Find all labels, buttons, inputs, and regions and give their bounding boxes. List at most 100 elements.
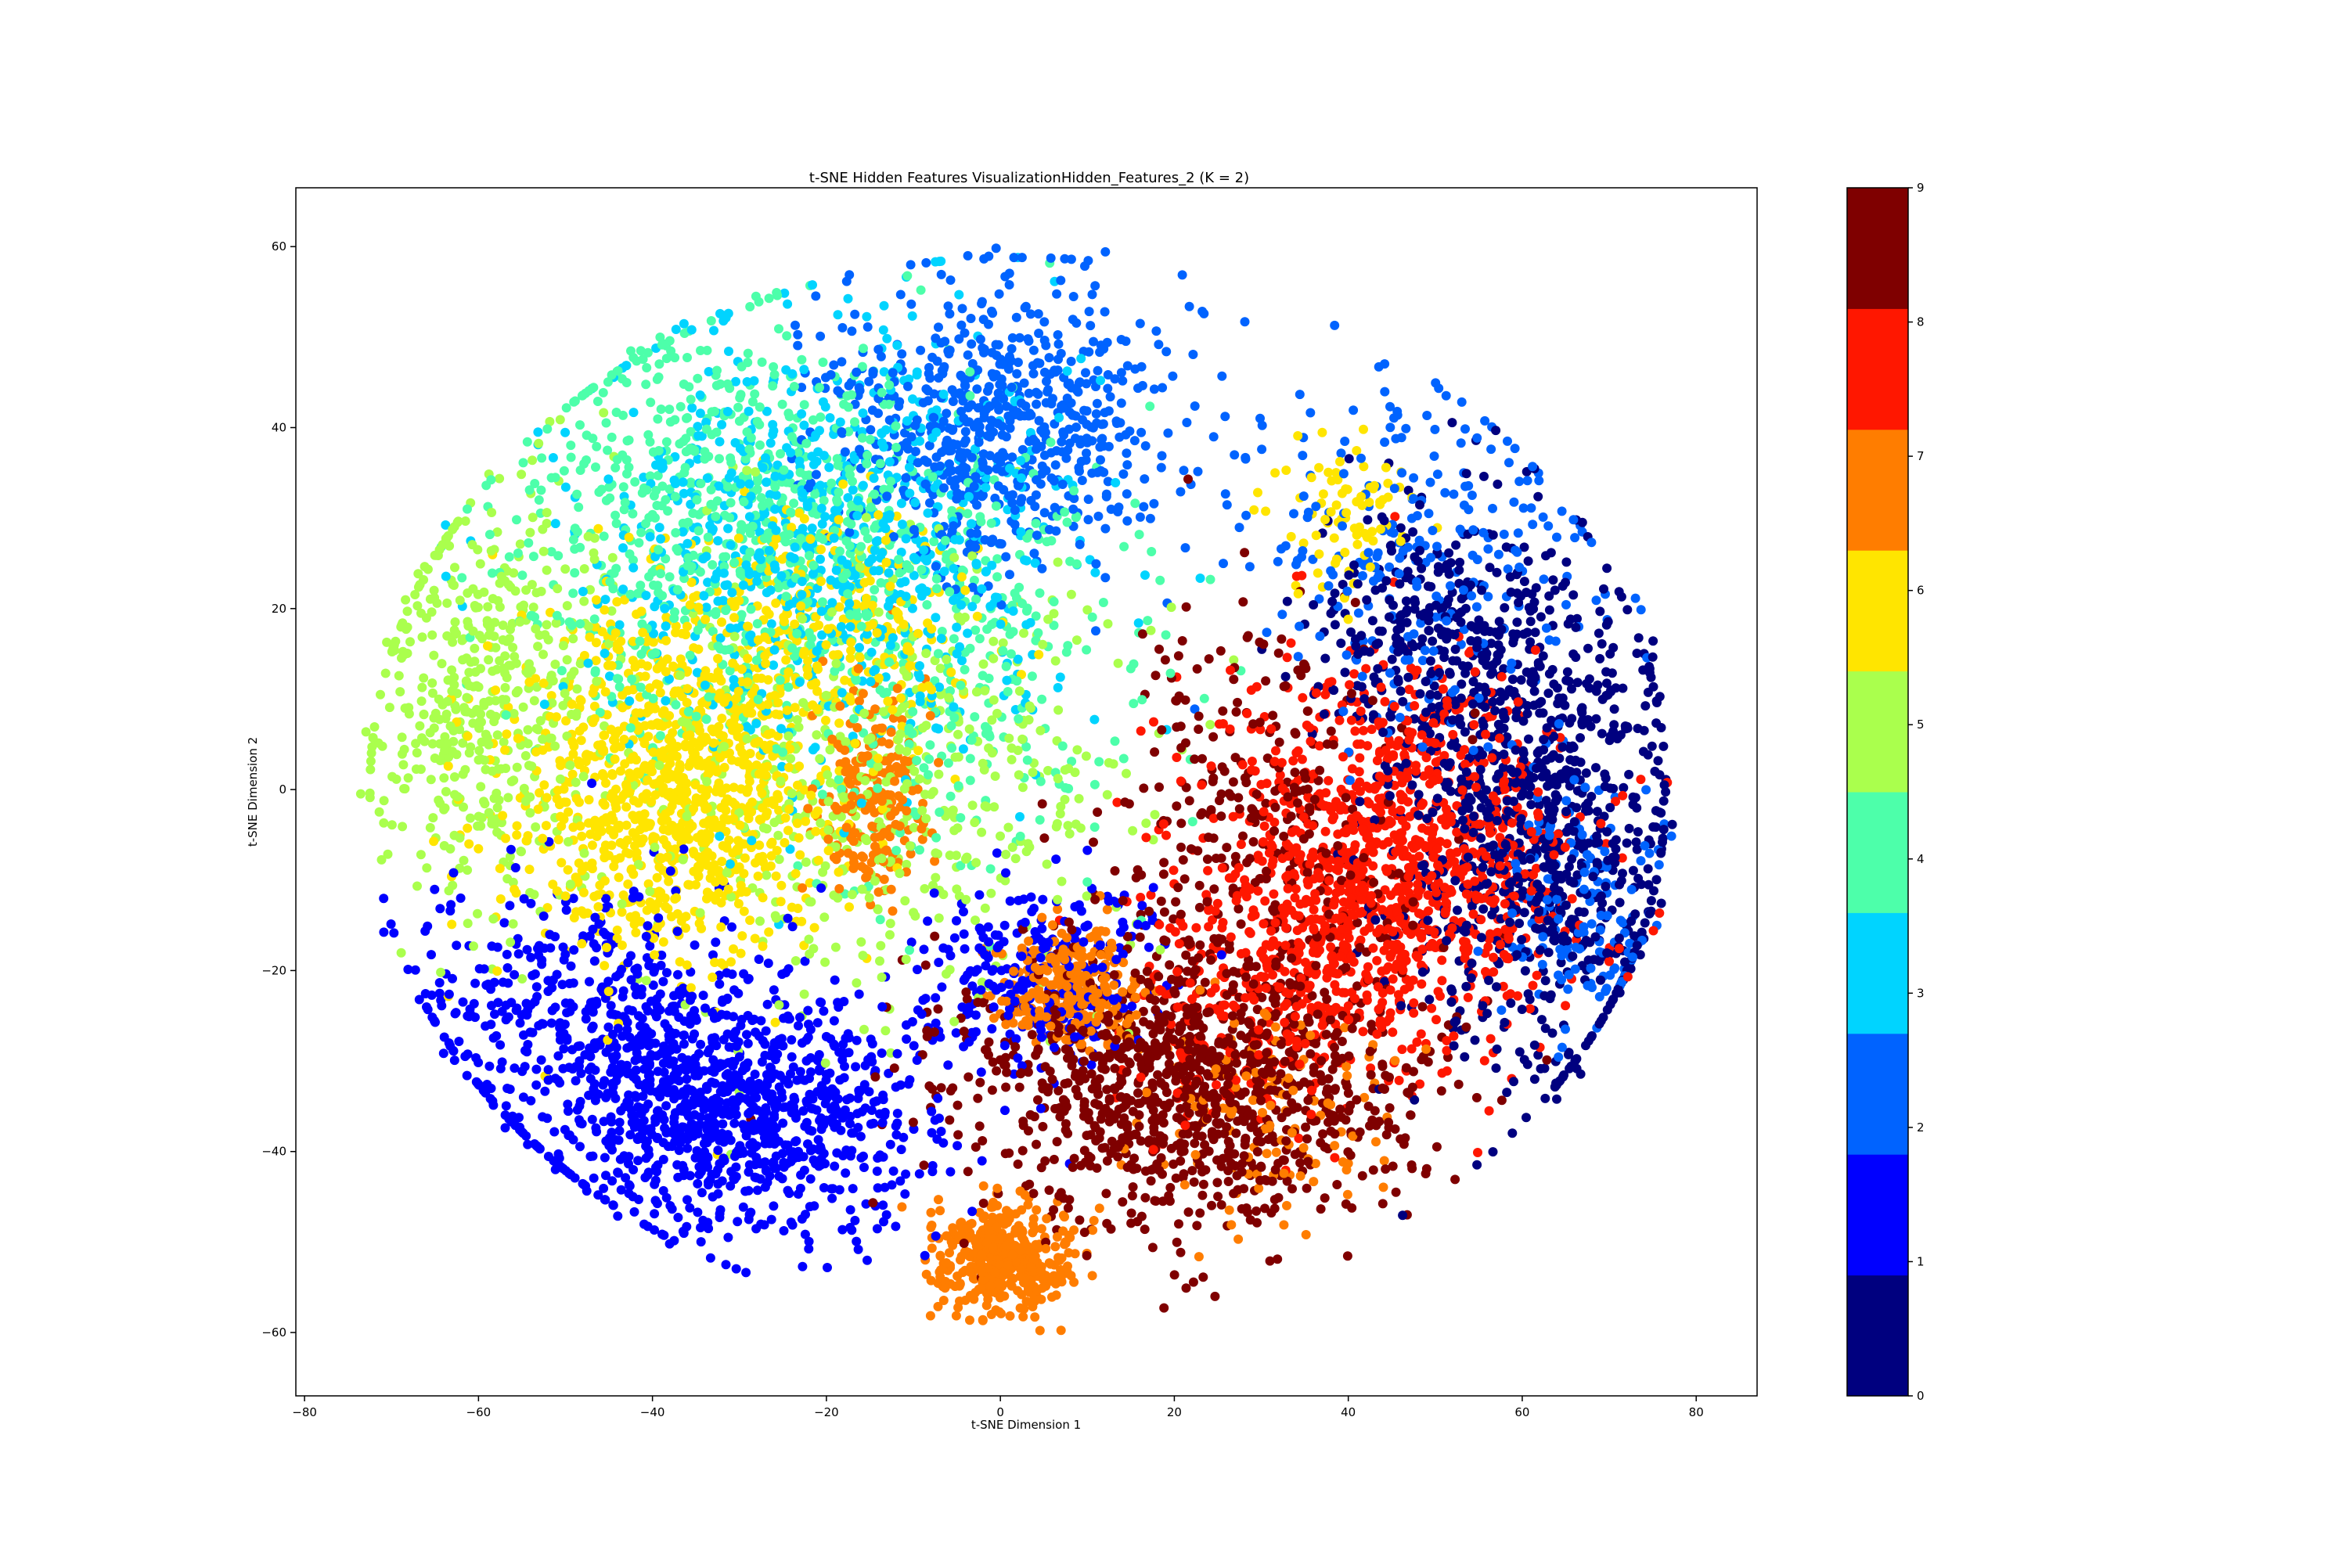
scatter-point <box>875 915 885 925</box>
scatter-point <box>1208 915 1217 925</box>
scatter-point <box>1394 1075 1404 1085</box>
scatter-point <box>919 763 929 773</box>
scatter-point <box>1414 535 1424 545</box>
scatter-point <box>1576 733 1585 743</box>
scatter-point <box>1538 512 1548 522</box>
scatter-point <box>793 340 803 351</box>
scatter-point <box>1591 595 1601 606</box>
scatter-point <box>1390 1056 1400 1066</box>
scatter-point <box>654 359 664 369</box>
scatter-point <box>686 325 697 335</box>
scatter-point <box>1277 634 1287 644</box>
scatter-point <box>607 552 618 563</box>
scatter-point <box>1305 803 1315 813</box>
scatter-point <box>945 1167 956 1177</box>
scatter-point <box>1092 398 1102 408</box>
scatter-point <box>1424 626 1434 635</box>
scatter-point <box>974 890 985 900</box>
scatter-point <box>849 714 859 724</box>
scatter-point <box>1403 485 1413 495</box>
scatter-point <box>1084 307 1094 317</box>
scatter-point <box>1159 907 1169 917</box>
scatter-point <box>1602 678 1612 689</box>
scatter-point <box>816 565 826 575</box>
scatter-point <box>779 1226 789 1235</box>
scatter-point <box>1656 898 1666 908</box>
scatter-point <box>717 419 727 430</box>
scatter-point <box>679 488 689 498</box>
scatter-point <box>1136 726 1146 736</box>
scatter-point <box>816 818 826 828</box>
scatter-point <box>1055 672 1065 682</box>
scatter-point <box>1241 510 1251 520</box>
scatter-point <box>1286 638 1296 648</box>
scatter-point <box>778 1118 788 1128</box>
scatter-point <box>1314 549 1324 559</box>
scatter-point <box>1248 836 1259 847</box>
scatter-point <box>610 462 621 473</box>
scatter-point <box>1655 908 1665 918</box>
scatter-point <box>520 750 531 761</box>
scatter-point <box>1233 904 1244 914</box>
scatter-point <box>479 587 489 597</box>
scatter-point <box>1118 753 1129 764</box>
scatter-point <box>1187 1166 1197 1176</box>
scatter-point <box>1228 811 1238 822</box>
scatter-point <box>377 741 387 751</box>
scatter-point <box>1005 570 1014 580</box>
scatter-point <box>1591 686 1601 696</box>
scatter-point <box>671 325 681 334</box>
scatter-point <box>1341 1199 1351 1209</box>
scatter-point <box>953 1100 963 1110</box>
scatter-point <box>1018 1117 1028 1127</box>
scatter-point <box>945 1115 955 1125</box>
scatter-point <box>994 289 1004 299</box>
scatter-point <box>1463 992 1473 1002</box>
scatter-point <box>1030 1312 1040 1322</box>
scatter-point <box>1341 508 1352 518</box>
scatter-point <box>1309 904 1319 915</box>
scatter-point <box>1001 552 1011 562</box>
scatter-point <box>733 836 743 846</box>
scatter-point <box>531 1064 542 1074</box>
scatter-point <box>859 1151 868 1161</box>
scatter-point <box>474 746 484 756</box>
scatter-point <box>879 300 889 311</box>
scatter-point <box>1486 828 1495 838</box>
scatter-point <box>1240 1087 1250 1097</box>
scatter-point <box>1053 1086 1064 1095</box>
scatter-point <box>1133 383 1143 394</box>
scatter-point <box>978 1198 989 1208</box>
scatter-point <box>1445 667 1454 678</box>
scatter-point <box>500 682 510 692</box>
points-layer <box>355 243 1677 1336</box>
scatter-point <box>852 1236 862 1246</box>
scatter-point <box>1125 664 1136 674</box>
scatter-point <box>520 1062 530 1072</box>
scatter-point <box>762 870 772 880</box>
scatter-point <box>1259 821 1269 831</box>
scatter-point <box>1134 1110 1144 1120</box>
scatter-point <box>1220 412 1230 422</box>
scatter-point <box>1653 756 1663 766</box>
scatter-point <box>661 635 671 646</box>
scatter-point <box>645 532 655 541</box>
scatter-point <box>852 978 862 988</box>
scatter-point <box>992 1200 1003 1210</box>
scatter-point <box>518 458 528 468</box>
scatter-point <box>949 595 958 606</box>
scatter-point <box>721 606 731 616</box>
scatter-point <box>1364 498 1374 507</box>
scatter-point <box>512 515 521 525</box>
scatter-point <box>1468 550 1478 560</box>
scatter-point <box>1087 612 1097 622</box>
scatter-point <box>1336 448 1346 459</box>
scatter-point <box>628 408 639 418</box>
scatter-point <box>1481 966 1490 976</box>
scatter-point <box>590 1087 600 1097</box>
scatter-point <box>1543 689 1554 698</box>
scatter-point <box>617 374 627 384</box>
scatter-point <box>816 331 826 341</box>
scatter-point <box>1385 595 1395 605</box>
